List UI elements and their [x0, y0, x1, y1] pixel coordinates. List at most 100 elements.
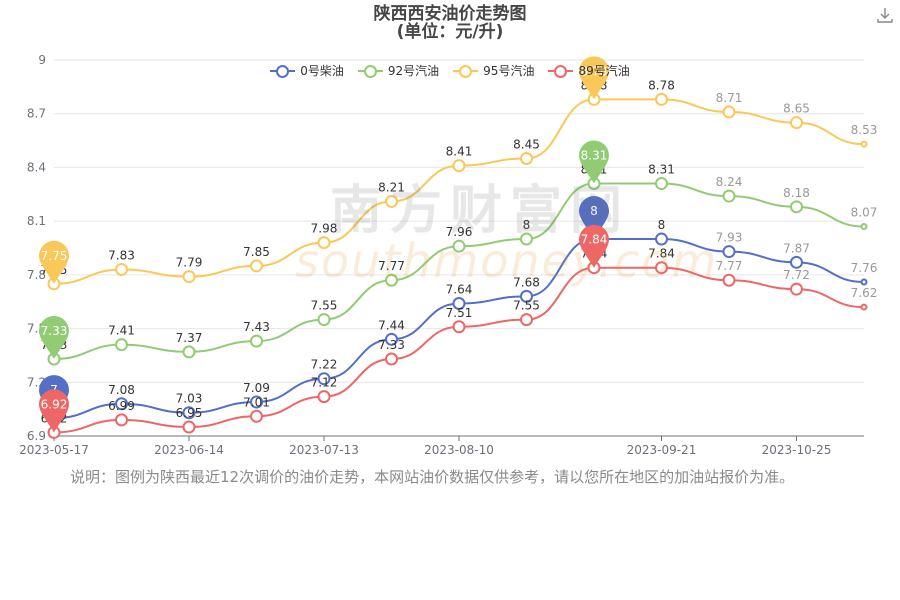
data-point: [317, 372, 331, 386]
data-point: [182, 345, 196, 359]
data-label: 7.79: [176, 256, 203, 270]
data-point: [452, 239, 466, 253]
data-point: [182, 420, 196, 434]
data-label: 7.22: [311, 358, 338, 372]
data-label: 8.24: [716, 175, 743, 189]
marker-pin: [39, 389, 69, 433]
legend-label: 95号汽油: [483, 64, 535, 78]
data-label: 7.64: [446, 283, 473, 297]
data-point: [860, 303, 868, 311]
data-label: 8.78: [648, 78, 675, 92]
data-point: [520, 313, 533, 327]
data-label: 7.55: [311, 299, 338, 313]
marker-pin: [579, 196, 609, 240]
data-point: [790, 282, 803, 296]
data-label: 8.53: [851, 123, 878, 137]
data-point: [182, 406, 196, 420]
y-tick-label: 7.8: [27, 268, 46, 282]
y-tick-label: 8.4: [27, 160, 46, 174]
y-tick-label: 8.7: [27, 107, 46, 121]
download-icon[interactable]: [876, 6, 894, 24]
marker-label: 6.92: [41, 397, 68, 411]
data-label: 8.07: [851, 206, 878, 220]
data-point: [452, 297, 466, 311]
data-label: 7.98: [311, 222, 338, 236]
data-label: 7.44: [378, 318, 405, 332]
data-point: [115, 262, 128, 276]
data-label: 7.83: [108, 248, 135, 262]
marker-pin: [39, 316, 69, 360]
legend-item[interactable]: 89号汽油: [548, 62, 630, 79]
data-label: 7.01: [243, 395, 270, 409]
data-point: [385, 194, 398, 208]
data-point: [722, 245, 736, 259]
data-label: 7.37: [176, 331, 203, 345]
data-point: [250, 409, 263, 423]
data-point: [317, 313, 331, 327]
y-tick-label: 8.1: [27, 214, 46, 228]
data-label: 8.18: [783, 186, 810, 200]
y-tick-label: 6.9: [27, 429, 46, 443]
data-point: [385, 332, 398, 346]
legend-item[interactable]: 95号汽油: [453, 62, 534, 79]
marker-pin: [579, 140, 609, 184]
legend-item[interactable]: 92号汽油: [357, 62, 439, 79]
legend-label: 89号汽油: [578, 64, 630, 78]
marker-pin: [579, 224, 609, 268]
data-point: [452, 320, 466, 334]
data-point: [182, 270, 196, 284]
chart-note: 说明：图例为陕西最近12次调价的油价走势，本网站油价数据仅供参考，请以您所在地区…: [70, 468, 795, 486]
data-point: [250, 259, 263, 273]
data-point: [520, 232, 533, 246]
data-point: [250, 395, 263, 409]
data-point: [860, 278, 868, 286]
data-point: [115, 397, 128, 411]
data-label: 7.62: [851, 286, 878, 300]
data-label: 8.45: [513, 137, 540, 151]
data-point: [520, 289, 533, 303]
marker-label: 7.84: [581, 233, 608, 247]
data-point: [317, 236, 331, 250]
data-label: 8: [658, 218, 666, 232]
data-point: [655, 232, 668, 246]
data-label: 7.43: [243, 320, 270, 334]
data-point: [452, 159, 466, 173]
marker-pin: [39, 240, 69, 284]
data-label: 7.85: [243, 245, 270, 259]
x-tick-label: 2023-09-21: [627, 443, 697, 457]
marker-label: 8.78: [581, 64, 608, 78]
legend-label: 0号柴油: [300, 64, 344, 78]
data-label: 7.96: [446, 225, 473, 239]
data-point: [115, 338, 128, 352]
x-tick-label: 2023-06-14: [154, 443, 224, 457]
data-label: 8.21: [378, 180, 405, 194]
data-label: 8.65: [783, 102, 810, 116]
data-label: 7.84: [648, 247, 675, 261]
marker-pin: [579, 56, 609, 100]
x-tick-label: 2023-07-13: [289, 443, 359, 457]
data-point: [722, 189, 736, 203]
data-label: 7.55: [513, 299, 540, 313]
x-tick-label: 2023-10-25: [762, 443, 832, 457]
data-point: [860, 223, 868, 231]
legend-item[interactable]: 0号柴油: [270, 62, 344, 79]
legend-swatch: [357, 64, 383, 78]
marker-label: 8: [590, 204, 598, 218]
marker-label: 7.33: [41, 324, 68, 338]
data-label: 7.77: [378, 259, 405, 273]
data-label: 7.76: [851, 261, 878, 275]
data-point: [115, 413, 128, 427]
data-point: [655, 261, 668, 275]
chart-title: 陕西西安油价走势图: [373, 4, 527, 24]
data-point: [520, 151, 533, 165]
data-label: 7.77: [716, 259, 743, 273]
data-label: 7.68: [513, 275, 540, 289]
chart-subtitle: (单位：元/升): [396, 22, 504, 42]
x-tick-label: 2023-05-17: [19, 443, 89, 457]
data-label: 7.33: [378, 338, 405, 352]
data-label: 8.71: [716, 91, 743, 105]
data-point: [250, 334, 263, 348]
data-label: 8.41: [446, 145, 473, 159]
data-point: [790, 116, 803, 130]
data-label: 7.72: [783, 268, 810, 282]
